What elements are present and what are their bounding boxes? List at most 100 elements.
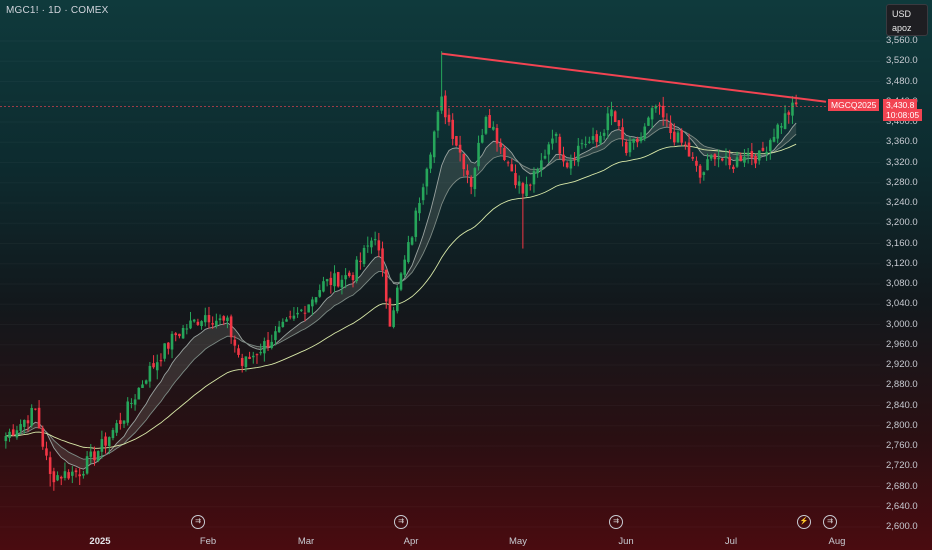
candle-body — [743, 156, 746, 163]
flag-icon[interactable]: ⇉ — [394, 515, 408, 529]
candle-body — [200, 321, 203, 327]
candle-body — [728, 157, 731, 166]
candle-body — [469, 177, 473, 187]
candle-body — [333, 273, 336, 287]
flag-icon[interactable]: ⇉ — [609, 515, 623, 529]
candle-body — [672, 131, 676, 143]
candle-body — [325, 279, 329, 282]
candle-body — [624, 142, 628, 154]
candle-body — [684, 144, 687, 146]
candle-body — [192, 319, 196, 322]
candle-body — [451, 119, 454, 139]
candle-body — [34, 408, 37, 410]
currency-sublabel: apoz — [892, 23, 912, 33]
candle-body — [222, 316, 226, 321]
candle-body — [599, 135, 602, 144]
candle-body — [783, 113, 787, 129]
candle-body — [396, 287, 399, 312]
candle-body — [48, 457, 52, 474]
candle-body — [336, 272, 340, 287]
candle-body — [255, 354, 259, 356]
candle-body — [15, 430, 19, 438]
y-tick-label: 3,480.0 — [886, 75, 918, 87]
candle-body — [665, 119, 669, 121]
candle-body — [636, 138, 639, 143]
y-tick-label: 2,720.0 — [886, 460, 918, 472]
candle-body — [303, 312, 307, 314]
x-tick-label: 2025 — [89, 536, 111, 547]
candle-body — [709, 155, 713, 159]
candle-body — [584, 144, 587, 146]
y-tick-label: 2,960.0 — [886, 338, 918, 350]
x-tick-label: Apr — [403, 536, 419, 547]
candle-body — [133, 399, 137, 405]
candle-body — [754, 156, 757, 164]
candle-body — [181, 327, 185, 339]
candle-body — [503, 147, 506, 161]
candle-body — [576, 145, 580, 162]
candle-body — [466, 170, 469, 175]
candle-body — [233, 339, 237, 346]
candle-body — [613, 111, 617, 123]
candle-body — [71, 471, 74, 476]
y-tick-label: 2,800.0 — [886, 419, 918, 431]
flag-icon[interactable]: ⇉ — [823, 515, 837, 529]
ma-mid-line — [5, 126, 797, 460]
candle-body — [650, 108, 654, 120]
candle-body — [425, 168, 429, 187]
candle-body — [780, 126, 783, 128]
candle-body — [185, 328, 189, 330]
candle-body — [74, 470, 78, 473]
candle-body — [562, 154, 565, 162]
candle-body — [296, 312, 299, 315]
candle-body — [152, 363, 155, 368]
y-tick-label: 2,760.0 — [886, 440, 918, 451]
candle-body — [259, 352, 262, 354]
y-tick-label: 3,400.0 — [886, 116, 918, 127]
candle-body — [148, 365, 152, 382]
y-tick-label: 3,120.0 — [886, 257, 918, 269]
candle-body — [732, 166, 735, 170]
candle-body — [263, 341, 266, 354]
flag-icon[interactable]: ⇉ — [191, 515, 205, 529]
candle-body — [702, 172, 706, 175]
candle-body — [56, 475, 59, 481]
candle-body — [647, 117, 650, 126]
candle-body — [521, 183, 525, 194]
candle-body — [107, 437, 111, 447]
candle-body — [78, 474, 81, 477]
currency-label: USD — [892, 9, 912, 19]
candle-body — [447, 114, 451, 123]
candle-body — [791, 102, 794, 116]
candle-body — [488, 115, 491, 128]
y-tick-label: 3,000.0 — [886, 318, 918, 330]
candle-body — [676, 132, 680, 143]
candle-body — [207, 315, 211, 323]
grid — [0, 41, 880, 527]
currency-button[interactable]: USD apoz — [886, 4, 928, 36]
candle-body — [643, 126, 647, 139]
candle-body — [510, 164, 514, 172]
candle-body — [85, 456, 89, 474]
candle-body — [45, 448, 48, 456]
candle-body — [691, 157, 695, 159]
candle-body — [189, 320, 192, 329]
last-price-tag: 3,430.8 — [883, 99, 918, 111]
candle-body — [130, 402, 133, 404]
candle-body — [59, 476, 63, 479]
candle-body — [119, 420, 122, 425]
candle-body — [392, 310, 395, 328]
resistance-trendline — [441, 52, 827, 103]
candle-body — [573, 158, 576, 160]
candle-body — [237, 348, 240, 355]
candle-body — [314, 297, 318, 303]
symbol-title: MGC1! · 1D · COMEX — [6, 5, 109, 16]
y-tick-label: 3,560.0 — [886, 35, 918, 46]
candle-body — [543, 155, 547, 159]
candle-body — [340, 279, 344, 288]
lightning-icon[interactable]: ⚡ — [797, 515, 811, 529]
candle-body — [591, 136, 595, 140]
y-tick-label: 2,840.0 — [886, 399, 918, 411]
candle-body — [240, 357, 244, 366]
